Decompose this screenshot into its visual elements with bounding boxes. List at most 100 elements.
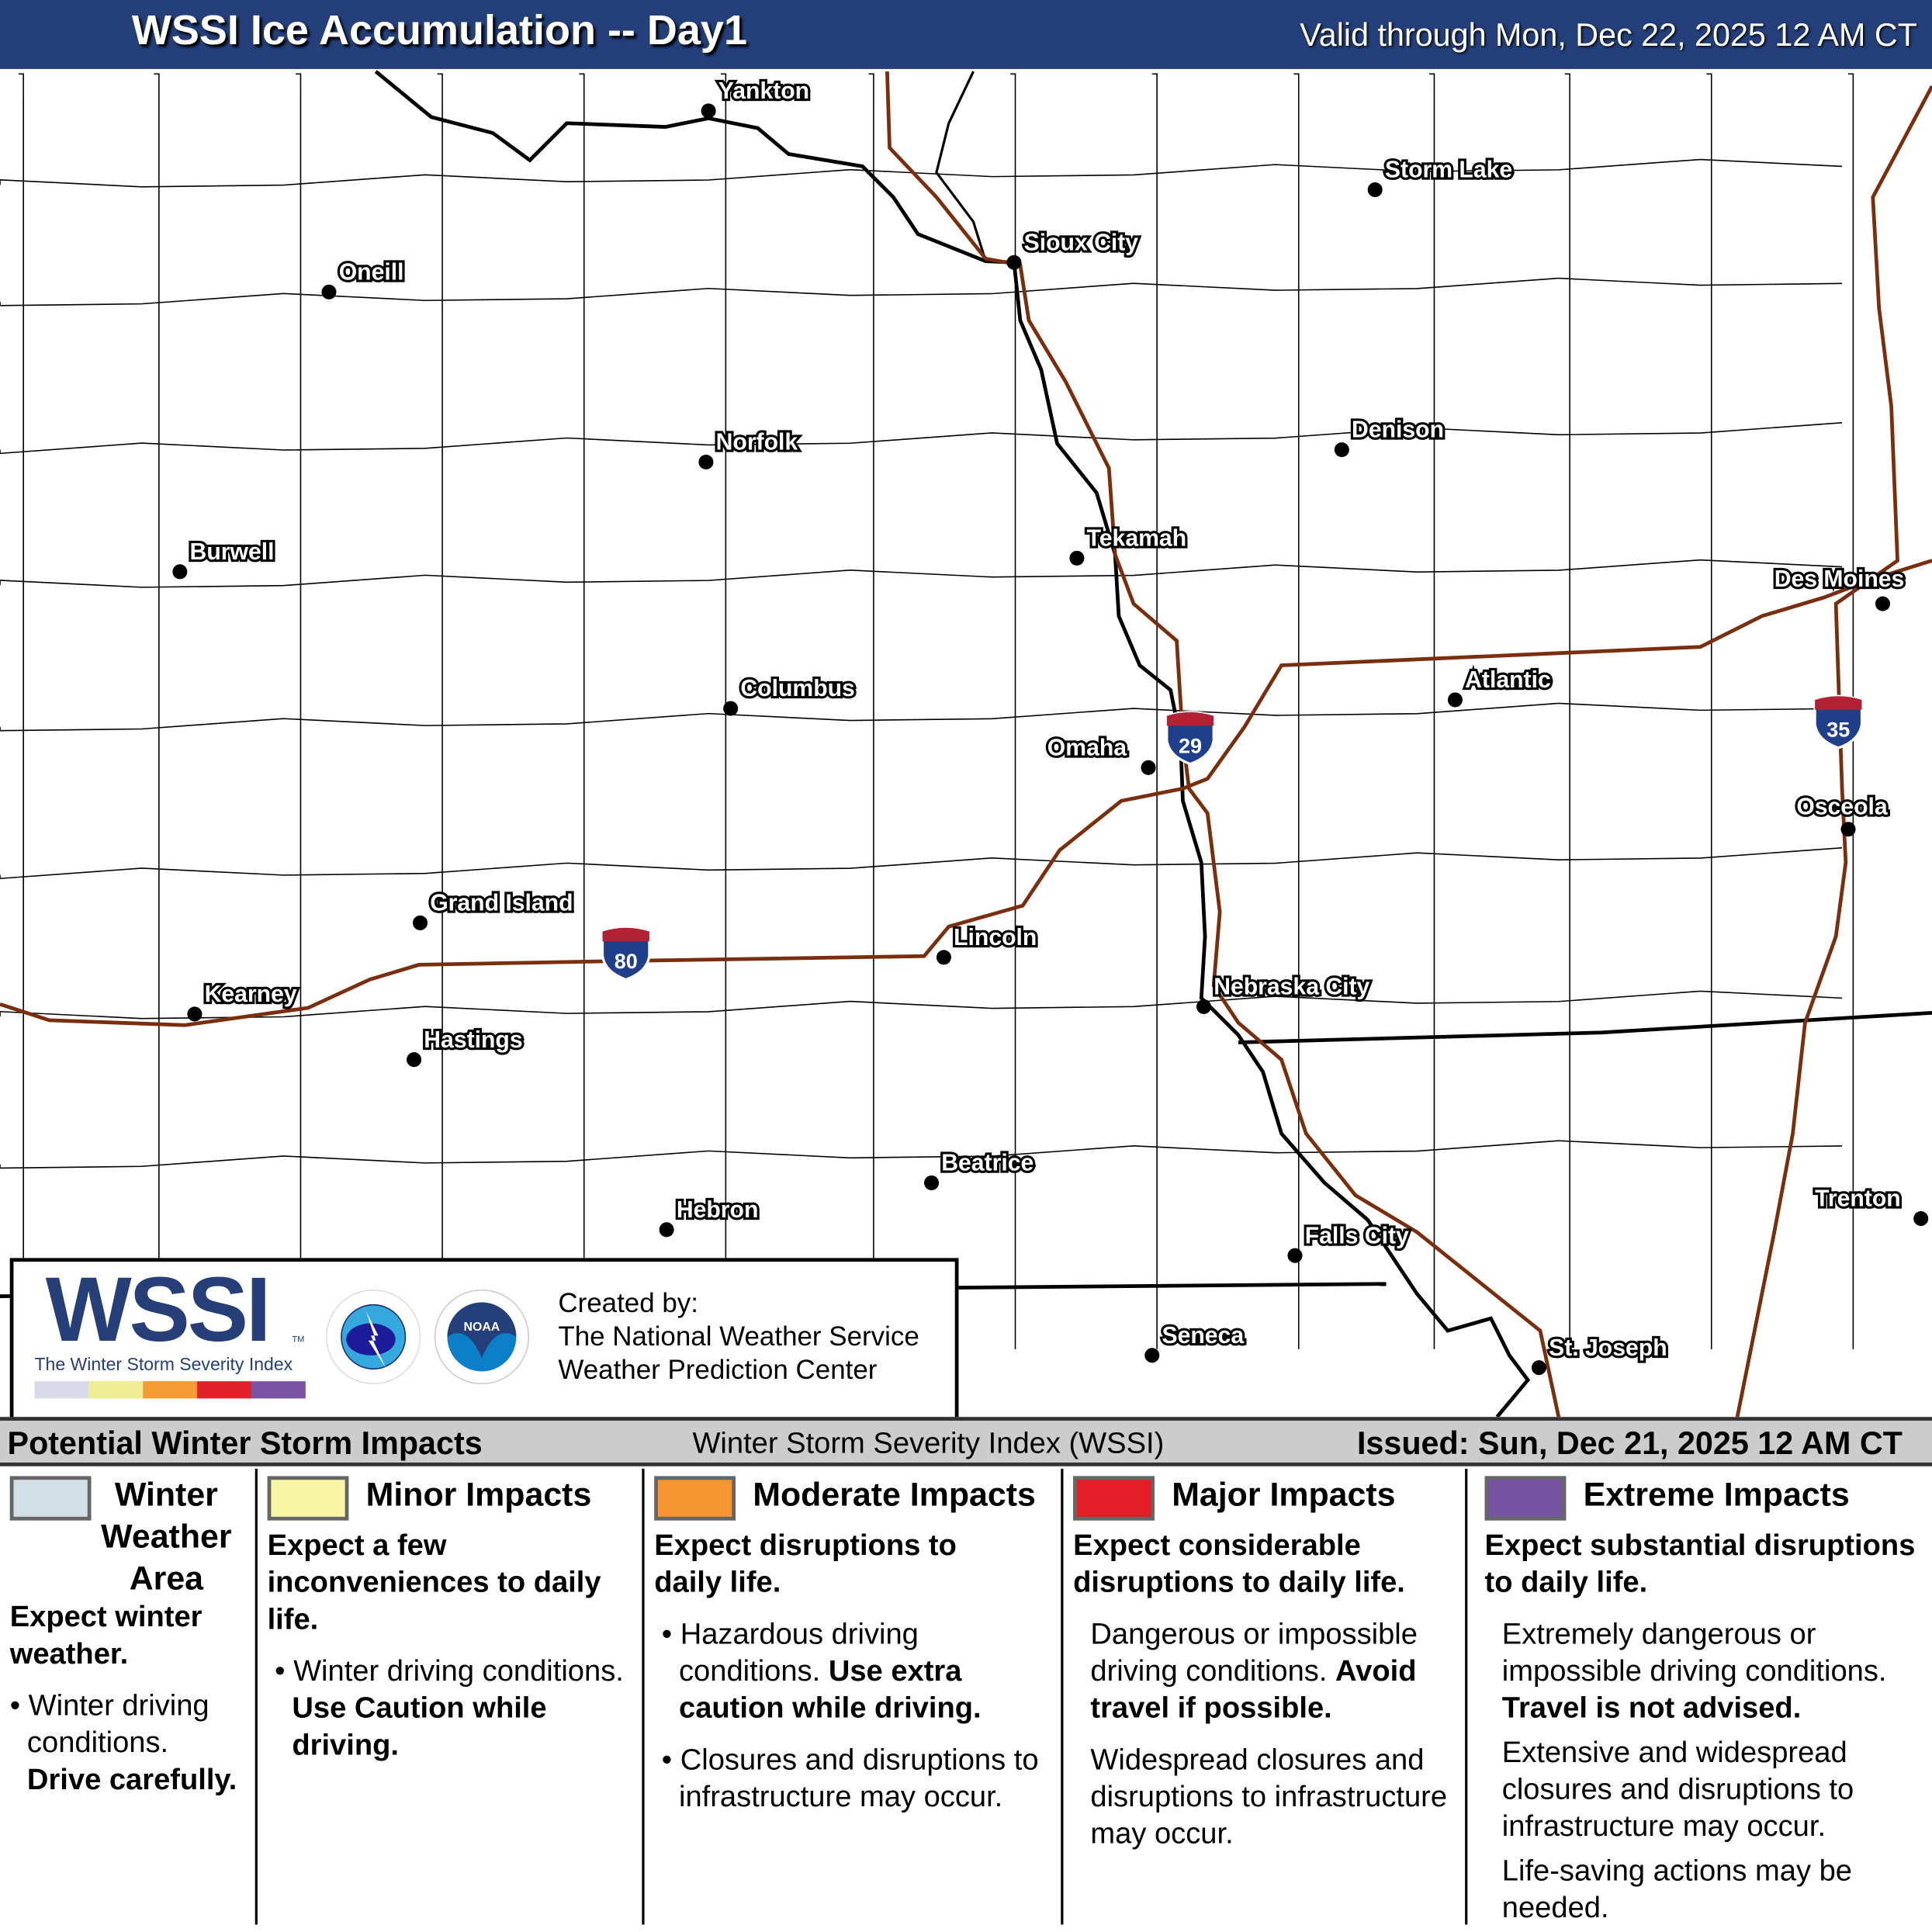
city-marker: Atlantic [1447,665,1553,708]
city-dot [1196,999,1212,1014]
category-summary: Expect considerable disruptions to daily… [1073,1529,1405,1600]
county-line [0,421,1843,455]
city-dot [659,1222,674,1238]
category-title: Extreme Impacts [1583,1476,1850,1514]
city-marker: Lincoln [936,923,1040,965]
city-marker: Columbus [723,673,857,716]
city-dot [1840,822,1856,837]
city-label: Norfolk [716,430,798,455]
city-marker: Sioux City [1006,227,1141,270]
county-line [1293,73,1300,1349]
legend-center-title: Winter Storm Severity Index (WSSI) [692,1426,1165,1460]
category-summary: Expect a few inconveniences to daily lif… [267,1529,601,1636]
city-label: Yankton [718,78,809,104]
city-marker: Kearney [187,979,299,1022]
city-marker: Tekamah [1069,523,1189,566]
minor-swatch [267,1476,349,1521]
shield-number: 29 [1179,734,1202,757]
county-line [154,73,160,1349]
missouri-river-border [1012,261,1531,1418]
county-line [0,1140,1843,1169]
category-title: Major Impacts [1172,1476,1396,1514]
map: 29 35 80 Yankton Storm Lake Sioux City Oneill… [0,70,1932,1418]
interstate-80-path [0,559,1932,1027]
city-dot [1913,1211,1929,1227]
nws-logo [326,1289,421,1385]
city-dot [701,103,716,119]
created-by-org-1: The National Weather Service [558,1321,919,1352]
city-label: Trenton [1815,1186,1901,1212]
state-borders [0,70,1932,1418]
county-line [1151,73,1158,1349]
city-marker: Grand Island [412,888,576,930]
agency-logos: NOAA [326,1289,530,1385]
moderate-swatch [654,1476,736,1521]
city-label: Grand Island [430,891,573,916]
city-dot [1069,550,1085,566]
city-label: Denison [1352,417,1444,443]
city-label: Kearney [205,982,297,1007]
legend-extreme-impacts: Extreme Impacts Expect substantial disru… [1467,1469,1932,1924]
county-line [720,73,727,1349]
interstate-shield-35: 35 [1813,694,1864,750]
county-line [579,73,585,1349]
bullet-text: Hazardous driving conditions. [678,1618,919,1688]
city-dot [321,284,337,299]
noaa-logo: NOAA [434,1289,530,1385]
county-line [0,158,1843,188]
city-label: Oneill [339,259,404,285]
created-by-label: Created by: [558,1287,698,1319]
city-marker: Nebraska City [1196,971,1373,1014]
severity-color-segment [197,1381,251,1399]
city-label: Nebraska City [1214,975,1369,1000]
city-marker: Omaha [1045,732,1156,775]
city-marker: Des Moines [1772,564,1907,611]
city-dot [1367,182,1383,198]
city-label: Atlantic [1465,667,1551,693]
city-label: Columbus [740,676,854,701]
city-dot [936,950,951,965]
valid-time: Valid through Mon, Dec 22, 2025 12 AM CT [1300,16,1917,54]
severity-color-bar [34,1381,306,1399]
city-dot [1287,1248,1303,1263]
county-line [1564,73,1570,1349]
city-marker: Yankton [701,76,812,119]
winter-weather-swatch [9,1476,92,1521]
bullet-text: Extensive and widespread closures and di… [1501,1736,1854,1844]
city-marker: Falls City [1287,1220,1411,1263]
city-marker: Beatrice [924,1148,1036,1191]
county-line [0,559,1843,588]
severity-color-segment [143,1381,198,1399]
interstate-highways [0,71,1932,1418]
city-dot [1144,1348,1160,1363]
bullet-text: Closures and disruptions to infrastructu… [678,1743,1039,1814]
category-title: Moderate Impacts [753,1476,1036,1514]
city-marker: Osceola [1794,791,1890,837]
wssi-subtitle: The Winter Storm Severity Index [34,1355,293,1376]
city-marker: Hebron [659,1195,761,1238]
bullet-bold-text: Use Caution while driving. [292,1691,547,1762]
shield-number: 80 [615,950,638,973]
county-line [1706,73,1712,1349]
bullet-text: Dangerous or impossible driving conditio… [1090,1618,1418,1688]
city-label: Lincoln [954,925,1037,950]
bullet-text: Extremely dangerous or impossible drivin… [1501,1618,1887,1688]
city-label: Omaha [1047,735,1127,760]
city-dot [1875,596,1891,611]
city-dot [924,1175,940,1191]
ne-sd-border [374,70,1015,265]
interstate-29-path [885,71,1561,1418]
legend-minor-impacts: Minor Impacts Expect a few inconvenience… [258,1468,645,1925]
city-marker: Storm Lake [1367,154,1515,198]
city-marker: Norfolk [698,427,801,470]
city-label: Tekamah [1087,525,1187,551]
bullet-bold-text: Travel is not advised. [1501,1691,1802,1726]
city-marker: Trenton [1813,1183,1929,1227]
city-label: Falls City [1305,1223,1409,1248]
city-label: Des Moines [1774,566,1905,592]
city-dot [1006,254,1022,270]
county-line [0,277,1843,306]
bullet-bold-text: Drive carefully. [26,1763,237,1797]
legend-major-impacts: Major Impacts Expect considerable disrup… [1063,1468,1468,1925]
